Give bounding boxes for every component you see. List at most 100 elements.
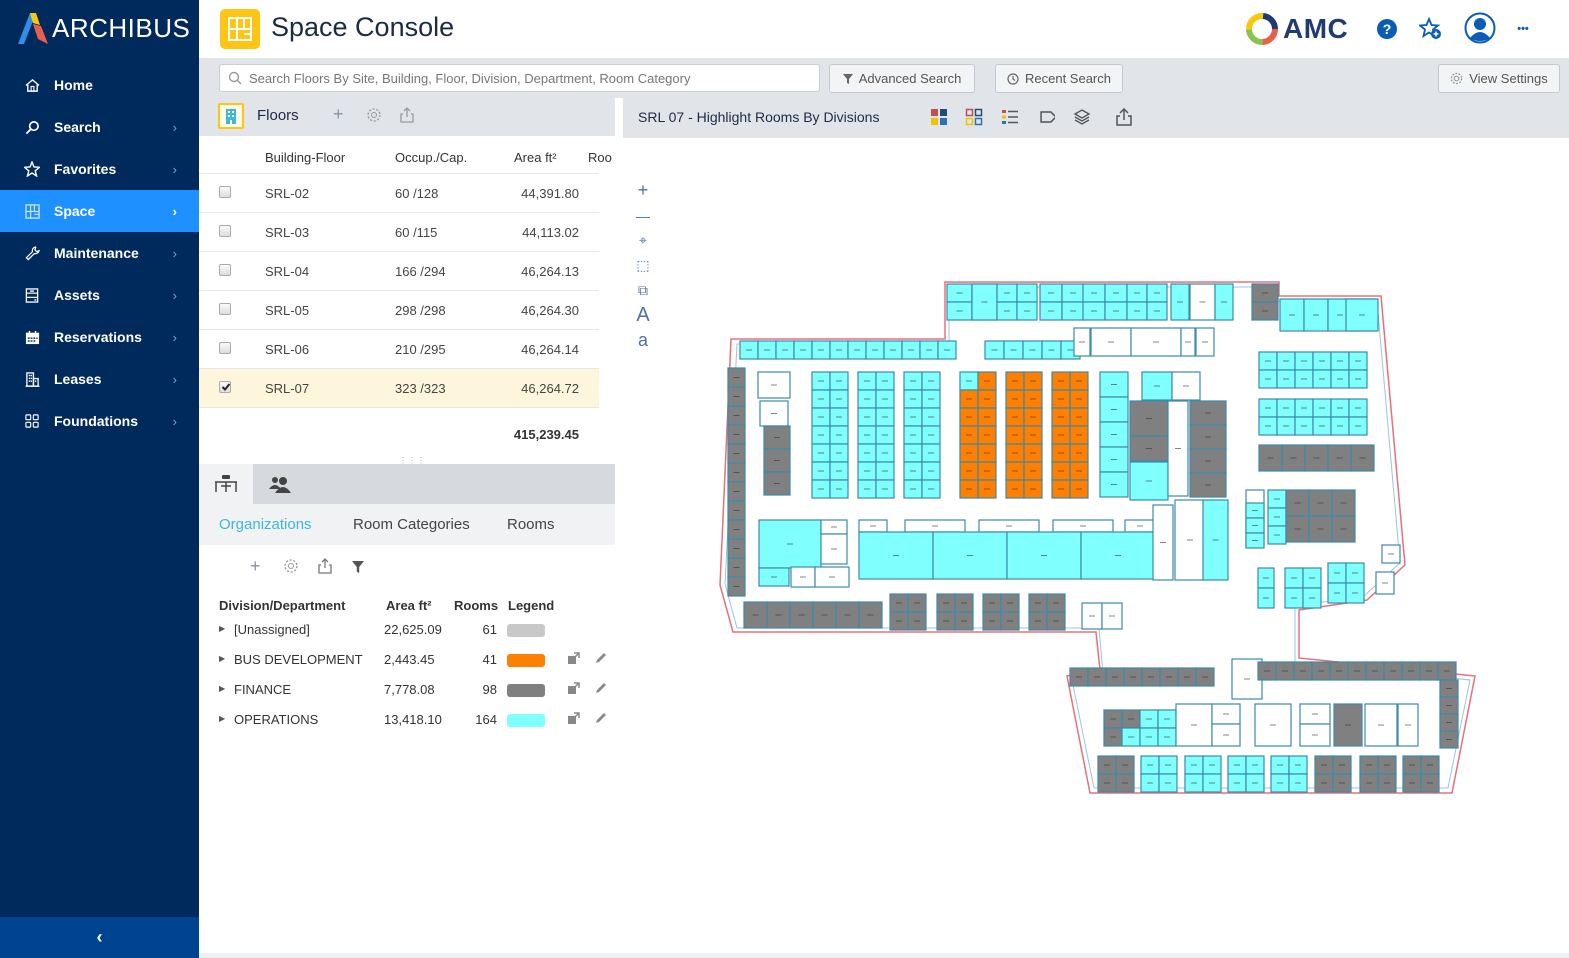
- floor-checkbox[interactable]: [219, 225, 231, 237]
- popout-icon: [568, 712, 580, 724]
- zoom-window-button[interactable]: ⬚: [636, 257, 650, 273]
- edit-button[interactable]: [594, 711, 608, 728]
- floor-checkbox[interactable]: [219, 381, 231, 393]
- floor-checkbox[interactable]: [219, 303, 231, 315]
- advanced-search-button[interactable]: Advanced Search: [829, 64, 975, 93]
- sidebar-item-leases[interactable]: Leases ›: [0, 358, 199, 400]
- subtab-rooms[interactable]: Rooms: [507, 516, 555, 533]
- division-rooms: 61: [482, 622, 497, 637]
- sidebar-item-assets[interactable]: Assets ›: [0, 274, 199, 316]
- organization-row[interactable]: ▶ OPERATIONS 13,418.10 164: [219, 706, 615, 736]
- floors-export-button[interactable]: [400, 107, 414, 128]
- layers-icon[interactable]: [1073, 108, 1091, 126]
- organizations-filter-button[interactable]: [352, 560, 364, 578]
- organization-row[interactable]: ▶ [Unassigned] 22,625.09 61: [219, 616, 615, 646]
- floor-plan-drawing[interactable]: + — ⌖ ⬚ ⧉ A a: [623, 138, 1569, 953]
- popout-button[interactable]: [567, 681, 581, 698]
- zoom-out-button[interactable]: —: [636, 207, 650, 224]
- popout-button[interactable]: [567, 711, 581, 728]
- organizations-export-button[interactable]: [318, 558, 332, 579]
- zoom-extents-button[interactable]: ⌖: [639, 232, 647, 248]
- floors-settings-button[interactable]: [366, 107, 382, 128]
- col-rooms[interactable]: Roo: [588, 150, 612, 165]
- floor-row[interactable]: SRL-05 298 /298 46,264.30: [199, 291, 599, 330]
- highlight-legend-icon[interactable]: [930, 108, 948, 126]
- organizations-settings-button[interactable]: [283, 558, 299, 579]
- sidebar-item-maintenance[interactable]: Maintenance ›: [0, 232, 199, 274]
- floor-checkbox[interactable]: [219, 186, 231, 198]
- expand-caret-icon[interactable]: ▶: [219, 714, 226, 723]
- decrease-label-size-button[interactable]: a: [637, 330, 648, 350]
- floor-row[interactable]: SRL-03 60 /115 44,113.02: [199, 213, 599, 252]
- sidebar-item-space[interactable]: Space ›: [0, 190, 199, 232]
- chevron-right-icon: ›: [172, 413, 177, 429]
- organization-row[interactable]: ▶ FINANCE 7,778.08 98: [219, 676, 615, 706]
- sidebar-item-reservations[interactable]: Reservations ›: [0, 316, 199, 358]
- more-menu-button[interactable]: •••: [1517, 23, 1529, 35]
- chevron-right-icon: ›: [172, 245, 177, 261]
- col-legend: Legend: [508, 598, 555, 613]
- cabinet-icon: [24, 287, 40, 303]
- label-legend-icon[interactable]: [965, 108, 983, 126]
- expand-caret-icon[interactable]: ▶: [219, 654, 226, 663]
- add-organization-button[interactable]: +: [250, 556, 261, 576]
- edit-button[interactable]: [594, 651, 608, 668]
- archibus-logo-icon: [18, 13, 48, 44]
- popout-button[interactable]: [567, 651, 581, 668]
- floor-row[interactable]: SRL-06 210 /295 46,264.14: [199, 330, 599, 369]
- floor-checkbox[interactable]: [219, 264, 231, 276]
- legend-swatch[interactable]: [507, 714, 545, 727]
- col-building-floor[interactable]: Building-Floor: [265, 150, 346, 165]
- collapse-sidebar-button[interactable]: ‹: [0, 917, 199, 958]
- floor-checkbox[interactable]: [219, 342, 231, 354]
- help-button[interactable]: ?: [1372, 14, 1402, 44]
- tag-icon[interactable]: [1037, 108, 1055, 126]
- legend-swatch[interactable]: [507, 654, 545, 667]
- add-favorite-button[interactable]: [1416, 14, 1446, 44]
- expand-caret-icon[interactable]: ▶: [219, 624, 226, 633]
- subtab-room-categories[interactable]: Room Categories: [353, 516, 470, 533]
- recent-search-button[interactable]: Recent Search: [995, 64, 1123, 93]
- sidebar-item-favorites[interactable]: Favorites ›: [0, 148, 199, 190]
- zoom-in-button[interactable]: +: [637, 180, 649, 200]
- edit-button[interactable]: [594, 681, 608, 698]
- floor-area: 46,264.14: [521, 342, 579, 357]
- floor-row[interactable]: SRL-07 323 /323 46,264.72: [199, 369, 599, 408]
- export-icon[interactable]: [1115, 108, 1133, 126]
- col-area[interactable]: Area ft²: [514, 150, 557, 165]
- resize-handle[interactable]: ⋮⋮⋮: [399, 456, 426, 465]
- sidebar-item-home[interactable]: Home: [0, 64, 199, 106]
- expand-caret-icon[interactable]: ▶: [219, 684, 226, 693]
- panel-splitter[interactable]: [615, 98, 623, 953]
- chevron-right-icon: ›: [172, 287, 177, 303]
- avatar-icon: [1464, 12, 1496, 44]
- wrench-icon: [24, 245, 40, 261]
- select-window-button[interactable]: ⧉: [638, 282, 648, 298]
- tab-desk-view[interactable]: [199, 464, 253, 504]
- sidebar-item-foundations[interactable]: Foundations ›: [0, 400, 199, 442]
- legend-swatch[interactable]: [507, 624, 545, 637]
- increase-label-size-button[interactable]: A: [636, 304, 650, 326]
- recent-search-label: Recent Search: [1025, 71, 1111, 86]
- division-area: 2,443.45: [384, 652, 435, 667]
- archibus-logo[interactable]: ARCHIBUS: [16, 10, 190, 46]
- floor-row[interactable]: SRL-02 60 /128 44,391.80: [199, 174, 599, 213]
- col-occupancy[interactable]: Occup./Cap.: [395, 150, 468, 165]
- legend-swatch[interactable]: [507, 684, 545, 697]
- top-bar: Space Console AMC ? •••: [199, 0, 1569, 58]
- floors-total-area: 415,239.45: [513, 427, 579, 442]
- sidebar: ARCHIBUS Home Search › Favorites › Space › …: [0, 0, 199, 958]
- add-floor-button[interactable]: +: [333, 104, 344, 124]
- subtab-organizations[interactable]: Organizations: [219, 516, 312, 533]
- organizations-table: Division/Department Area ft² Rooms Legen…: [219, 598, 615, 736]
- list-legend-icon[interactable]: [1001, 108, 1019, 126]
- user-profile-button[interactable]: [1463, 11, 1497, 45]
- organization-row[interactable]: ▶ BUS DEVELOPMENT 2,443.45 41: [219, 646, 615, 676]
- search-input[interactable]: Search Floors By Site, Building, Floor, …: [219, 64, 820, 92]
- floor-row[interactable]: SRL-04 166 /294 46,264.13: [199, 252, 599, 291]
- view-settings-button[interactable]: View Settings: [1438, 64, 1560, 93]
- sidebar-item-search[interactable]: Search ›: [0, 106, 199, 148]
- floor-plan-svg[interactable]: [623, 138, 1569, 953]
- division-name: FINANCE: [234, 682, 292, 697]
- tab-people-view[interactable]: [253, 464, 307, 504]
